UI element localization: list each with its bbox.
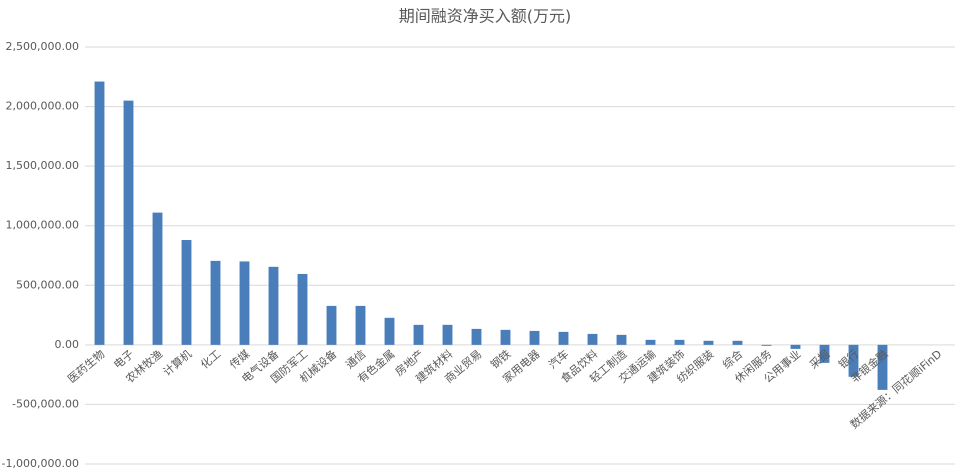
chart-title: 期间融资净买入额(万元) — [399, 7, 572, 26]
bar — [732, 340, 743, 345]
bar — [152, 212, 163, 345]
bar — [471, 328, 482, 345]
bar — [326, 305, 337, 345]
y-tick-label: 2,000,000.00 — [6, 100, 79, 113]
bar — [210, 260, 221, 345]
bar — [703, 340, 714, 345]
bar — [587, 333, 598, 345]
y-tick-label: 1,000,000.00 — [6, 219, 79, 232]
bar — [355, 305, 366, 345]
bar — [558, 331, 569, 345]
bar — [790, 344, 801, 349]
bar — [239, 261, 250, 345]
bar — [413, 324, 424, 345]
y-tick-label: 0.00 — [55, 338, 80, 351]
y-tick-label: 1,500,000.00 — [6, 159, 79, 172]
y-tick-label: -1,000,000.00 — [2, 457, 79, 470]
bar — [877, 344, 888, 390]
y-tick-label: 500,000.00 — [16, 278, 79, 291]
bar — [442, 324, 453, 345]
bar — [181, 240, 192, 345]
bar — [500, 329, 511, 345]
bar — [674, 339, 685, 345]
bar — [123, 100, 134, 345]
y-tick-label: -500,000.00 — [12, 397, 79, 410]
y-tick-label: 2,500,000.00 — [6, 40, 79, 53]
bar — [94, 81, 105, 345]
bar — [268, 266, 279, 345]
bar — [616, 334, 627, 345]
bar — [297, 273, 308, 345]
bar — [529, 330, 540, 345]
bar — [761, 344, 772, 346]
bar — [819, 344, 830, 363]
bar — [848, 344, 859, 377]
bar — [645, 339, 656, 345]
bar — [384, 317, 395, 345]
